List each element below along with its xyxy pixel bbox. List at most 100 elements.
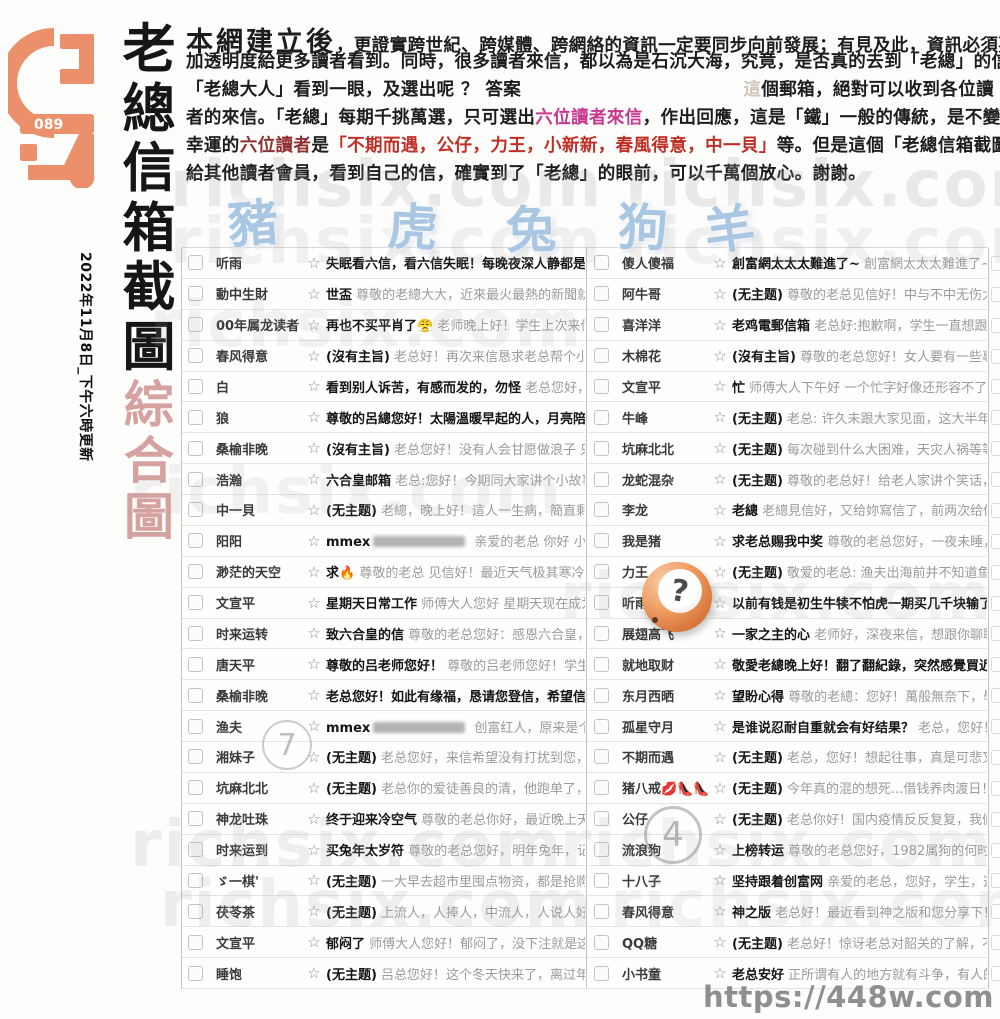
row-checkbox[interactable]	[991, 472, 1000, 488]
mail-row[interactable]: 春风得意 ☆ 神之版 老总好！最近看到神之版和您分享下！子鼠自由之神	[588, 896, 987, 928]
row-checkbox[interactable]	[991, 688, 1000, 704]
row-checkbox[interactable]	[991, 317, 1000, 333]
mail-row[interactable]: 时来运到 ☆ 买兔年太岁符 尊敬的老总您好，明年兔年，记得老总老总说过	[182, 834, 585, 866]
row-checkbox[interactable]	[594, 255, 609, 271]
star-icon[interactable]: ☆	[307, 593, 321, 612]
star-icon[interactable]: ☆	[307, 253, 321, 272]
row-checkbox[interactable]	[594, 965, 609, 981]
star-icon[interactable]: ☆	[307, 778, 321, 797]
row-checkbox[interactable]	[594, 903, 609, 919]
mail-row[interactable]: 睡饱 ☆ (无主题) 吕总您好！这个冬天快来了，离过年又不到二个月了	[182, 958, 585, 989]
row-checkbox[interactable]	[991, 410, 1000, 426]
row-checkbox[interactable]	[188, 965, 203, 981]
mail-row[interactable]: 茯苓茶 ☆ (无主题) 上流人，人捧人，中流人，人说人好，下流人，拉低	[182, 896, 585, 928]
star-icon[interactable]: ☆	[713, 624, 727, 643]
mail-row[interactable]: 浩瀚 ☆ 六合皇邮箱 老总:您好！今期同大家讲个小故事，话说有个人拿	[182, 464, 585, 495]
row-checkbox[interactable]	[991, 811, 1000, 827]
mail-row[interactable]: 东月西晒 ☆ 望盼心得 尊敬的老總：您好！萬般無奈下，學生前來求取真	[588, 680, 987, 712]
star-icon[interactable]: ☆	[307, 624, 321, 643]
mail-row[interactable]: 喜洋洋 ☆ 老鸡電郵信箱 老总好:抱歉啊，学生一直想跟您交流但又不想	[588, 309, 987, 341]
star-icon[interactable]: ☆	[713, 840, 727, 859]
star-icon[interactable]: ☆	[713, 346, 727, 365]
row-checkbox[interactable]	[594, 749, 609, 765]
row-checkbox[interactable]	[188, 749, 203, 765]
star-icon[interactable]: ☆	[307, 470, 321, 489]
star-icon[interactable]: ☆	[307, 284, 321, 303]
star-icon[interactable]: ☆	[307, 439, 321, 458]
mail-row[interactable]: 桑榆非晚 ☆ 老总您好！如此有缘福，恳请您登信，希望信中缘码能有福运！	[182, 680, 585, 712]
row-checkbox[interactable]	[594, 811, 609, 827]
row-checkbox[interactable]	[991, 719, 1000, 735]
star-icon[interactable]: ☆	[307, 933, 321, 952]
star-icon[interactable]: ☆	[713, 655, 727, 674]
mail-row[interactable]: 唐天平 ☆ 尊敬的吕老师您好！ 尊敬的吕老师您好！学生昨晚的泪水忧在	[182, 649, 585, 681]
row-checkbox[interactable]	[188, 656, 203, 672]
star-icon[interactable]: ☆	[713, 315, 727, 334]
mail-row[interactable]: 渺茫的天空 ☆ 求🔥 尊敬的老总 见信好！最近天气极其寒冷，有如群友们的中	[182, 556, 585, 588]
star-icon[interactable]: ☆	[307, 562, 321, 581]
star-icon[interactable]: ☆	[307, 871, 321, 890]
mail-row[interactable]: 展翅高飞 ☆ 一家之主的心 老师好，深夜来信，想跟你聊聊心里话，可好	[588, 618, 987, 650]
mail-row[interactable]: 白 ☆ 看到别人诉苦，有感而发的，勿怪 老总您好，最近看到好多人	[182, 371, 585, 403]
star-icon[interactable]: ☆	[713, 284, 727, 303]
row-checkbox[interactable]	[188, 842, 203, 858]
row-checkbox[interactable]	[188, 471, 203, 487]
star-icon[interactable]: ☆	[307, 500, 321, 519]
row-checkbox[interactable]	[991, 286, 1000, 302]
row-checkbox[interactable]	[594, 286, 609, 302]
row-checkbox[interactable]	[991, 441, 1000, 457]
mail-row[interactable]: 文宣平 ☆ 忙 师傅大人下午好 一个忙字好像还形容不了自己的情况，这	[588, 371, 987, 403]
star-icon[interactable]: ☆	[713, 809, 727, 828]
row-checkbox[interactable]	[594, 502, 609, 518]
row-checkbox[interactable]	[594, 780, 609, 796]
star-icon[interactable]: ☆	[713, 531, 727, 550]
star-icon[interactable]: ☆	[307, 840, 321, 859]
mail-row[interactable]: 湘妹子☆(无主题) 老总您好，来信希望没有打扰到您，2022年马上要过去	[182, 742, 585, 773]
star-icon[interactable]: ☆	[713, 562, 727, 581]
row-checkbox[interactable]	[991, 255, 1000, 271]
row-checkbox[interactable]	[991, 533, 1000, 549]
row-checkbox[interactable]	[991, 842, 1000, 858]
row-checkbox[interactable]	[188, 872, 203, 888]
row-checkbox[interactable]	[991, 626, 1000, 642]
star-icon[interactable]: ☆	[713, 717, 727, 736]
row-checkbox[interactable]	[991, 595, 1000, 611]
mail-row[interactable]: 我是猪 ☆ 求老总赐我中奖 尊敬的老总您好，一夜未睡，回想这段时间	[588, 525, 987, 557]
star-icon[interactable]: ☆	[307, 902, 321, 921]
row-checkbox[interactable]	[188, 409, 203, 425]
mail-row[interactable]: 龙蛇混杂 ☆ (无主题) 尊敬的老总好！给老人家讲个笑话，有个男孩被妈	[588, 464, 987, 495]
mail-row[interactable]: ゞ一棋' ☆ (无主题) 一大早去超市里囤点物资，都是抢购啊，人心惶惶啊	[182, 865, 585, 897]
star-icon[interactable]: ☆	[307, 377, 321, 396]
mail-row[interactable]: 動中生財 ☆ 世盃 尊敬的老總大大，近來最火最熱的新聞就是北京時間2022	[182, 278, 585, 310]
star-icon[interactable]: ☆	[713, 470, 727, 489]
row-checkbox[interactable]	[594, 471, 609, 487]
mail-row[interactable]: 文宣平 ☆ 星期天日常工作 师傅大人您好 星期天现在成为日常工作日，中	[182, 587, 585, 619]
mail-row[interactable]: 小书童 ☆ 老总安好 正所谓有人的地方就有斗争，有人的地方就离不开	[588, 958, 987, 989]
row-checkbox[interactable]	[594, 872, 609, 888]
mail-row[interactable]: 猪八戒💋👠👠☆ (无主题) 今年真的混的想死...借钱养肉渡日！！！	[588, 772, 987, 804]
row-checkbox[interactable]	[594, 656, 609, 672]
row-checkbox[interactable]	[991, 657, 1000, 673]
row-checkbox[interactable]	[594, 842, 609, 858]
star-icon[interactable]: ☆	[307, 531, 321, 550]
row-checkbox[interactable]	[991, 935, 1000, 951]
star-icon[interactable]: ☆	[307, 315, 321, 334]
row-checkbox[interactable]	[594, 595, 609, 611]
mail-row[interactable]: QQ糖 ☆ (无主题) 老总好！惊讶老总对韶关的了解，不知老总到过韶	[588, 927, 987, 959]
mail-row[interactable]: 渔夫 ☆ mmex 创富红人，原来是个黑庄，真好	[182, 711, 585, 742]
mail-row[interactable]: 李龙 ☆ 老總 老總見信好，又给妳寫信了，前两次给你写信时2019年	[588, 495, 987, 526]
row-checkbox[interactable]	[188, 348, 203, 364]
row-checkbox[interactable]	[188, 286, 203, 302]
row-checkbox[interactable]	[188, 378, 203, 394]
row-checkbox[interactable]	[594, 378, 609, 394]
row-checkbox[interactable]	[991, 873, 1000, 889]
mail-row[interactable]: 阳阳 ☆ mmex 亲爱的老总 你好 小女来向你讨个好	[182, 525, 585, 557]
star-icon[interactable]: ☆	[713, 408, 727, 427]
row-checkbox[interactable]	[188, 502, 203, 518]
mail-row[interactable]: 木棉花 ☆ (沒有主旨) 尊敬的老总您好！女人要有一些專屬於自己的興	[588, 340, 987, 372]
row-checkbox[interactable]	[991, 780, 1000, 796]
star-icon[interactable]: ☆	[307, 346, 321, 365]
star-icon[interactable]: ☆	[307, 686, 321, 705]
mail-row[interactable]: 孤星守月 ☆ 是谁说忍耐自重就会有好结果？ 老总，您好！突然间，我很	[588, 711, 987, 742]
star-icon[interactable]: ☆	[713, 253, 727, 272]
